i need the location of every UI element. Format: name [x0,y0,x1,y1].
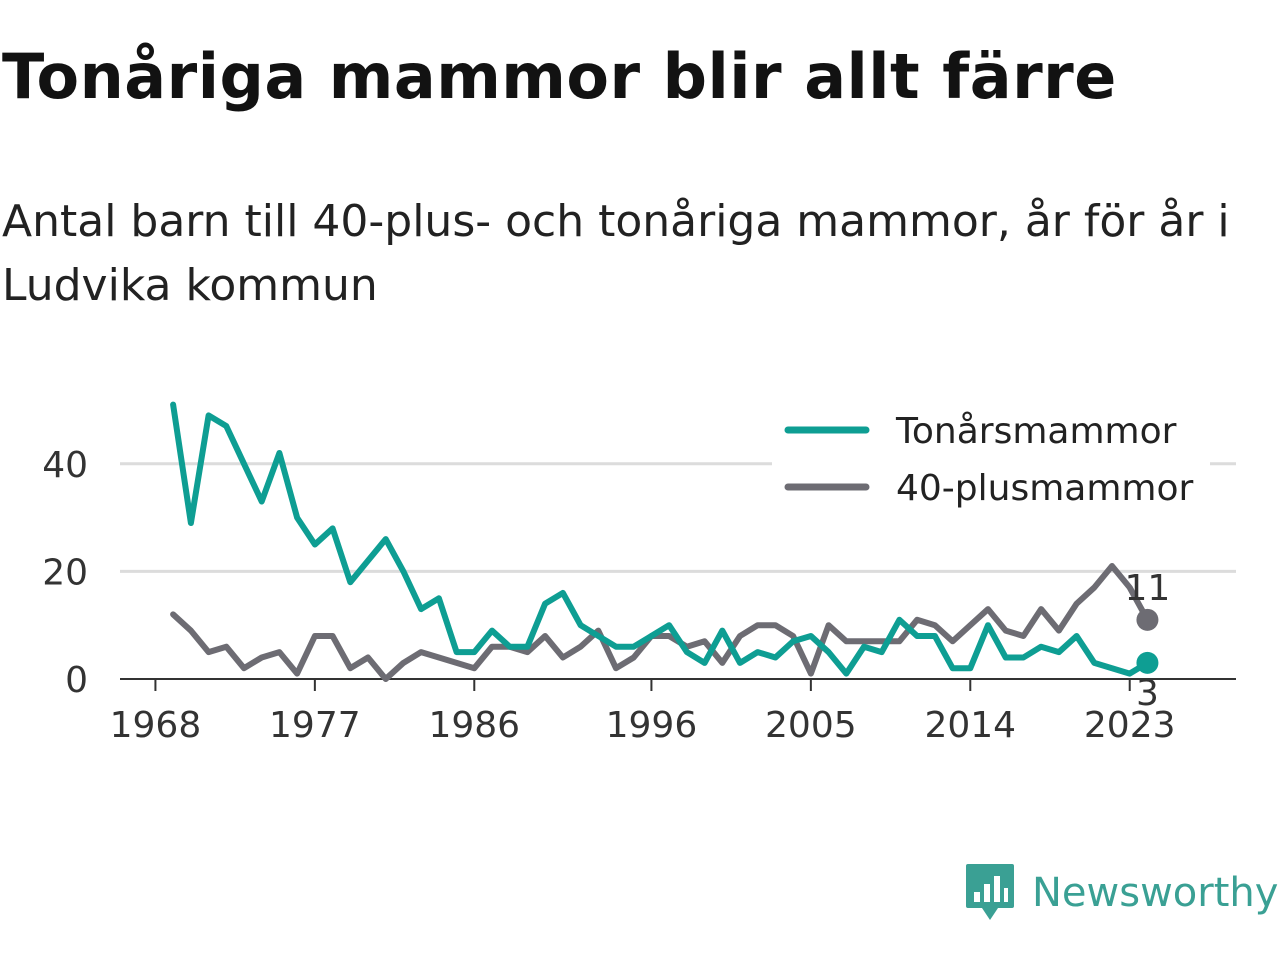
series-lines [170,401,1159,682]
chart-subtitle: Antal barn till 40-plus- och tonåriga ma… [2,196,1230,311]
end-point-tonarsmammor [1136,651,1159,674]
legend: Tonårsmammor 40-plusmammor [772,400,1210,518]
x-tick-label-2023: 2023 [1084,705,1176,746]
end-point-40-plusmammor [1136,608,1159,631]
x-axis-ticks: 1968 1977 1986 1996 2005 2014 2023 [110,679,1176,746]
x-tick-label-1996: 1996 [606,705,698,746]
x-tick-label-1968: 1968 [110,705,202,746]
y-axis-ticks: 0 20 40 [42,445,88,701]
end-labels: 11 3 [1125,568,1171,714]
x-tick-label-1977: 1977 [269,705,361,746]
chart-title: Tonåriga mammor blir allt färre [2,40,1117,113]
x-tick-label-2014: 2014 [924,705,1016,746]
x-tick-label-2005: 2005 [765,705,857,746]
legend-label-40-plusmammor: 40-plusmammor [896,468,1194,509]
series-line-40-plusmammor [170,563,1151,682]
newsworthy-logo-text: Newsworthy [1032,870,1279,916]
legend-label-tonarsmammor: Tonårsmammor [895,411,1177,452]
y-tick-label-20: 20 [42,552,88,593]
legend-background [772,400,1210,518]
y-tick-label-40: 40 [42,445,88,486]
newsworthy-logo: Newsworthy [964,862,1278,924]
newsworthy-logo-icon [966,864,1014,920]
y-tick-label-0: 0 [65,660,88,701]
end-label-40-plusmammor: 11 [1125,568,1171,609]
end-label-tonarsmammor: 3 [1136,673,1159,714]
series-line-tonarsmammor [170,401,1151,677]
x-tick-label-1986: 1986 [428,705,520,746]
